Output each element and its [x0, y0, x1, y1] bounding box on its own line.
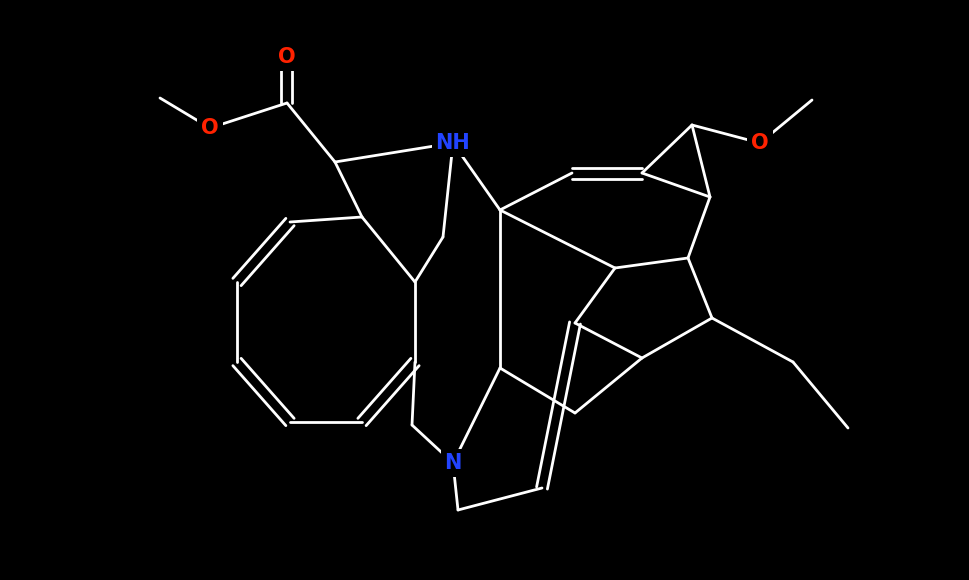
- Text: O: O: [750, 133, 768, 153]
- Text: N: N: [444, 453, 461, 473]
- Text: O: O: [278, 47, 296, 67]
- Text: NH: NH: [435, 133, 470, 153]
- Text: O: O: [201, 118, 219, 138]
